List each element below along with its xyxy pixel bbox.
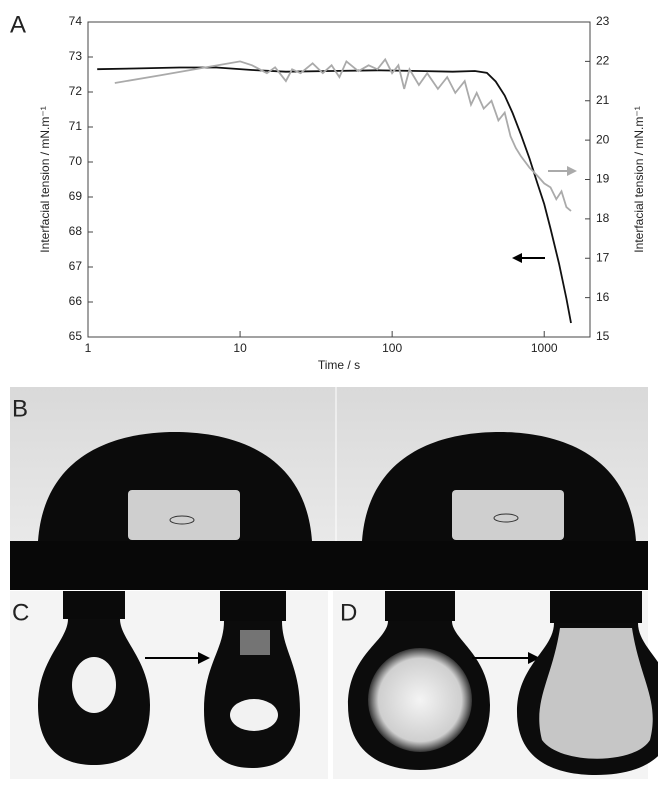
y2-tick-label: 17: [596, 250, 610, 264]
y-tick-label: 68: [69, 224, 83, 238]
y2-tick-label: 20: [596, 132, 610, 146]
x-tick-label: 1: [85, 341, 92, 355]
y-tick-label: 67: [69, 259, 83, 273]
panel-label: C: [12, 599, 29, 626]
y2-tick-label: 23: [596, 14, 610, 28]
plot-frame: [87, 21, 591, 338]
y-tick-label: 71: [69, 119, 83, 133]
x-axis-label: Time / s: [318, 358, 360, 372]
y-tick-label: 69: [69, 189, 83, 203]
y2-tick-label: 15: [596, 329, 610, 343]
panel-label: A: [10, 11, 26, 38]
y-axis-label: Interfacial tension / mN.m⁻¹: [38, 106, 52, 252]
y-tick-label: 72: [69, 84, 83, 98]
series-line: [97, 66, 572, 324]
series-line: [114, 57, 572, 212]
arrow-head: [512, 253, 522, 263]
photo-c: [10, 591, 328, 779]
y2-tick-label: 16: [596, 290, 610, 304]
y2-tick-label: 18: [596, 211, 610, 225]
arrow-head: [567, 166, 577, 176]
y-tick-label: 70: [69, 154, 83, 168]
y2-tick-label: 22: [596, 54, 610, 68]
y-tick-label: 66: [69, 294, 83, 308]
panel-label: D: [340, 599, 357, 626]
panel-label: B: [12, 395, 28, 422]
photo-b: [10, 387, 648, 590]
y-tick-label: 74: [69, 14, 83, 28]
x-tick-label: 1000: [531, 341, 558, 355]
y2-axis-label: Interfacial tension / mN.m⁻¹: [632, 106, 646, 252]
photo-d: [333, 591, 658, 779]
y-tick-label: 73: [69, 49, 83, 63]
y2-tick-label: 19: [596, 172, 610, 186]
x-tick-label: 100: [382, 341, 402, 355]
x-tick-label: 10: [233, 341, 247, 355]
y2-tick-label: 21: [596, 93, 610, 107]
y-tick-label: 65: [69, 329, 83, 343]
